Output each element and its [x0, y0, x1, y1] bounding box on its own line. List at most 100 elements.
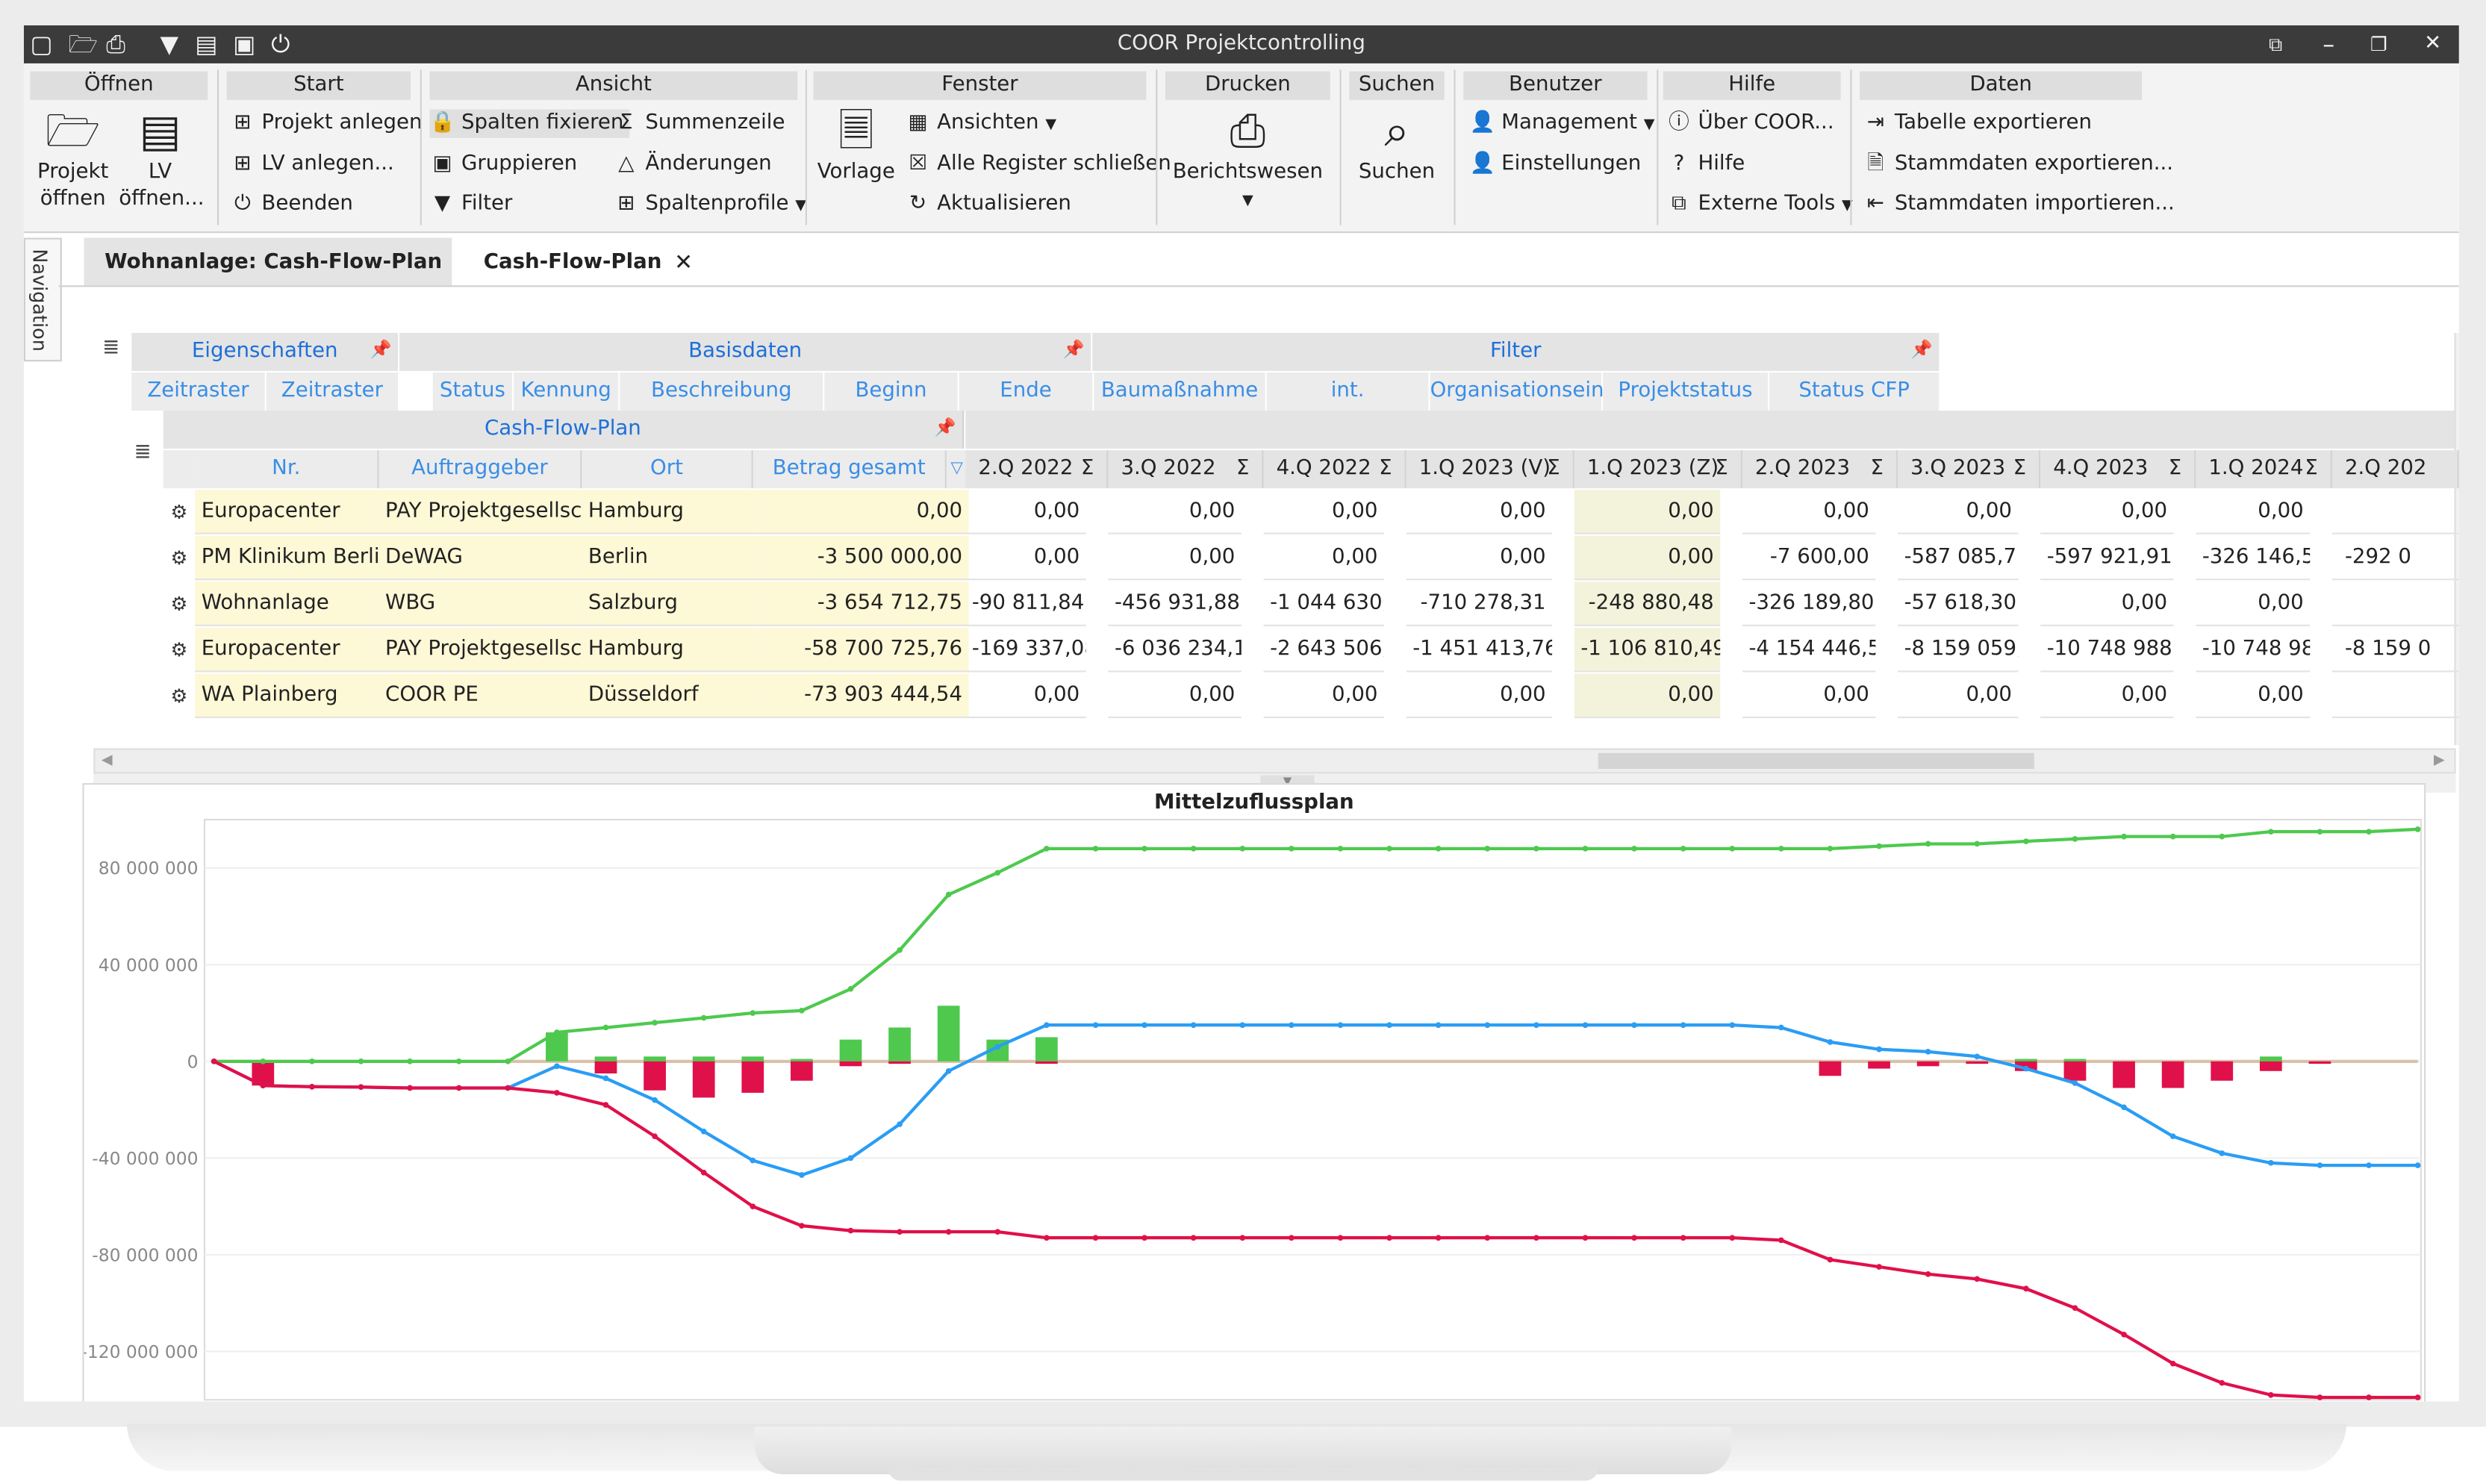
column-period[interactable]: 4.Q 2022 Σ [1263, 450, 1406, 489]
cell-period-value[interactable]: -6 036 234,14 [1108, 628, 1242, 673]
navigation-panel-toggle[interactable]: Navigation [23, 237, 62, 362]
views-button[interactable]: ▦ Ansichten ▼ [906, 110, 1056, 140]
about-button[interactable]: ⓘ Über COOR... [1666, 110, 1834, 138]
column-kennung[interactable]: Kennung [514, 372, 619, 411]
close-all-tabs-button[interactable]: ☒ Alle Register schließen [906, 151, 1171, 179]
cell-period-value[interactable]: 0,00 [2196, 490, 2311, 534]
export-master-data-button[interactable]: 🗎 Stammdaten exportieren... [1863, 151, 2173, 179]
cell-ort[interactable]: Düsseldorf [582, 673, 753, 719]
scroll-right-icon[interactable]: ▶ [2434, 752, 2445, 769]
cell-period-value[interactable]: -4 154 446,50 [1742, 628, 1876, 673]
cell-auftraggeber[interactable]: DeWAG [378, 535, 582, 581]
row-settings-icon[interactable]: ⚙ [170, 685, 188, 708]
column-period[interactable]: 2.Q 2022 Σ [965, 450, 1109, 489]
column-nr[interactable]: Nr. [195, 450, 379, 489]
cell-period-value[interactable]: 0,00 [2040, 490, 2174, 534]
cell-auftraggeber[interactable]: PAY Projektgesellsc [378, 627, 582, 673]
column-betrag-gesamt[interactable]: Betrag gesamt [753, 450, 947, 489]
cell-period-value[interactable]: 0,00 [1898, 674, 2019, 719]
column-zeitraster-ver[interactable]: Zeitraster Ver [131, 372, 265, 440]
cell-period-value[interactable] [2331, 490, 2459, 534]
cell-period-value[interactable]: 0,00 [1406, 490, 1553, 534]
cell-period-value[interactable]: 0,00 [1574, 535, 1721, 581]
cell-period-value[interactable] [2331, 674, 2459, 719]
cell-ort[interactable]: Berlin [582, 535, 753, 581]
cell-period-value[interactable]: -1 106 810,49 [1574, 627, 1721, 673]
cell-period-value[interactable]: 0,00 [2196, 674, 2311, 719]
cell-period-value[interactable]: 0,00 [1742, 674, 1876, 719]
print-icon[interactable]: ⎙ [106, 30, 125, 59]
power-icon[interactable]: ⏻ [271, 30, 290, 59]
settings-button[interactable]: 👤 Einstellungen [1470, 151, 1642, 179]
cell-period-value[interactable]: -57 618,30 [1898, 582, 2019, 626]
add-lv-button[interactable]: ⊞ LV anlegen... [230, 151, 393, 179]
cell-period-value[interactable]: -8 159 0 [2331, 628, 2459, 673]
freeze-columns-button[interactable]: 🔒 Spalten fixieren [429, 109, 630, 138]
pin-icon[interactable]: 📌 [1910, 339, 1933, 361]
column-period[interactable]: 3.Q 2022 Σ [1108, 450, 1264, 489]
cell-period-value[interactable]: -10 748 988,3 [2196, 628, 2311, 673]
row-settings-icon[interactable]: ⚙ [170, 593, 188, 615]
cell-period-value[interactable]: -8 159 059,66 [1898, 628, 2019, 673]
column-projektstatus[interactable]: Projektstatus [1603, 372, 1768, 411]
column-beginn[interactable]: Beginn [824, 372, 958, 411]
open-project-button[interactable]: 🗁 Projekt öffnen [34, 105, 113, 212]
column-status[interactable]: Status [432, 372, 512, 411]
cell-betrag[interactable]: -3 654 712,75 [753, 582, 969, 626]
close-tab-icon[interactable]: ✕ [674, 250, 694, 276]
minimize-icon[interactable]: – [2323, 30, 2335, 59]
refresh-button[interactable]: ↻ Aktualisieren [906, 190, 1071, 219]
cell-period-value[interactable]: 0,00 [965, 490, 1086, 534]
cell-period-value[interactable]: -710 278,31 [1406, 582, 1553, 626]
restore-icon[interactable]: ⧉ [2269, 33, 2283, 56]
export-table-button[interactable]: ⇥ Tabelle exportieren [1863, 110, 2092, 138]
cell-ort[interactable]: Hamburg [582, 627, 753, 673]
cell-period-value[interactable] [2331, 582, 2459, 626]
cell-nr[interactable]: Wohnanlage [195, 582, 379, 626]
column-period[interactable]: 1.Q 2023 (V) Σ [1406, 450, 1574, 489]
cell-auftraggeber[interactable]: COOR PE [378, 673, 582, 719]
group-header-eigenschaften[interactable]: Eigenschaften 📌 [131, 332, 399, 371]
column-int-projektleiter[interactable]: int. Projektleiter [1266, 372, 1429, 440]
cell-period-value[interactable]: 0,00 [1263, 490, 1384, 534]
help-button[interactable]: ? Hilfe [1666, 151, 1745, 179]
filter-button[interactable]: ▼ Filter [430, 190, 512, 219]
cell-auftraggeber[interactable]: PAY Projektgesellsc [378, 490, 582, 534]
card-icon[interactable]: ▣ [233, 30, 256, 59]
cell-betrag[interactable]: 0,00 [753, 490, 969, 534]
cell-period-value[interactable]: -292 0 [2331, 536, 2459, 581]
template-button[interactable]: 🗏 Vorlage [817, 105, 896, 185]
cell-period-value[interactable]: -169 337,08 [965, 628, 1086, 673]
cell-period-value[interactable]: 0,00 [1406, 674, 1553, 719]
column-ort[interactable]: Ort [582, 450, 753, 489]
exit-button[interactable]: ⏻ Beenden [230, 190, 353, 219]
group-header-filter[interactable]: Filter 📌 [1092, 332, 1940, 371]
maximize-icon[interactable]: ❐ [2370, 33, 2387, 56]
cell-auftraggeber[interactable]: WBG [378, 582, 582, 626]
cell-period-value[interactable]: -248 880,48 [1574, 582, 1721, 626]
row-settings-icon[interactable]: ⚙ [170, 638, 188, 661]
column-baumassnahme[interactable]: Baumaßnahme [1094, 372, 1265, 411]
sum-row-button[interactable]: Σ Summenzeile [614, 110, 785, 138]
open-folder-icon[interactable]: 🗁 [68, 30, 98, 59]
cell-period-value[interactable]: 0,00 [1108, 674, 1242, 719]
band-header-cash-flow-plan[interactable]: Cash-Flow-Plan 📌 [163, 411, 965, 449]
tab-cash-flow-plan[interactable]: Cash-Flow-Plan ✕ [455, 237, 706, 286]
group-button[interactable]: ▣ Gruppieren [430, 151, 577, 179]
management-button[interactable]: 👤 Management ▼ [1470, 110, 1655, 140]
cell-period-value[interactable]: -326 189,80 [1742, 582, 1876, 626]
import-master-data-button[interactable]: ⇤ Stammdaten importieren... [1863, 190, 2175, 219]
cell-period-value[interactable]: 0,00 [2196, 582, 2311, 626]
cell-period-value[interactable]: -587 085,71 [1898, 536, 2019, 581]
pin-icon[interactable]: 📌 [370, 339, 392, 361]
cell-period-value[interactable]: 0,00 [2040, 674, 2174, 719]
vertical-scrollbar[interactable]: ▲ ≡ ▼ [2454, 332, 2459, 746]
column-status-cfp[interactable]: Status CFP [1769, 372, 1940, 411]
column-period[interactable]: 2.Q 202 [2331, 450, 2459, 489]
cell-nr[interactable]: WA Plainberg [195, 673, 379, 719]
horizontal-scrollbar[interactable]: ◀ ▶ [93, 748, 2456, 774]
column-period[interactable]: 4.Q 2023 Σ [2040, 450, 2196, 489]
pin-icon[interactable]: 📌 [934, 417, 956, 438]
cell-period-value[interactable]: -326 146,52 [2196, 536, 2311, 581]
close-icon[interactable]: ✕ [2424, 31, 2442, 56]
